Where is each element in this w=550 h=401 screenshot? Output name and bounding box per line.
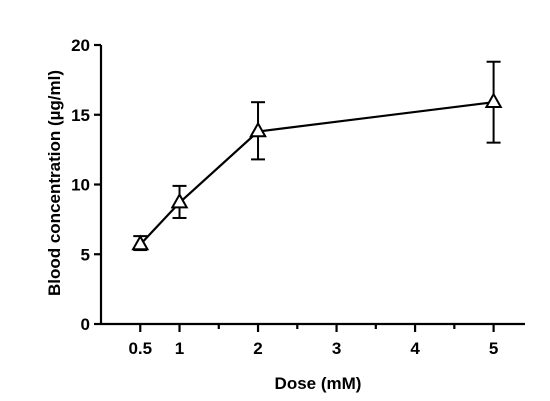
y-axis-label: Blood concentration (µg/ml) [45,70,64,296]
y-tick-label: 5 [81,245,90,264]
x-tick-label: 2 [253,339,262,358]
series-line [139,101,494,246]
x-tick-label: 0.5 [128,339,152,358]
x-axis-label: Dose (mM) [275,374,362,393]
y-tick-label: 15 [71,106,90,125]
x-tick-label: 3 [332,339,341,358]
y-tick-label: 20 [71,36,90,55]
data-point-triangle [249,121,267,138]
x-tick-label: 5 [489,339,498,358]
data-point-triangle [131,234,150,251]
x-tick-label: 1 [175,339,184,358]
plot-area: 0 5 10 15 20 0.5 1 2 3 4 5 [71,36,525,358]
data-point-triangle [170,192,189,209]
x-tick-label: 4 [410,339,420,358]
y-tick-label: 10 [71,176,90,195]
data-point-triangle [484,92,503,108]
y-tick-label: 0 [81,315,90,334]
